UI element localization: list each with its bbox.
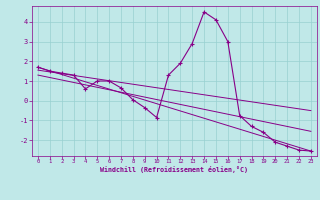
X-axis label: Windchill (Refroidissement éolien,°C): Windchill (Refroidissement éolien,°C): [100, 166, 248, 173]
